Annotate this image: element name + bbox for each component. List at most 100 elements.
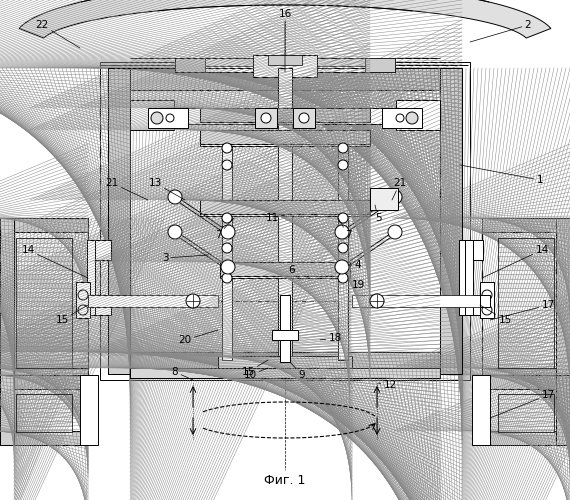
Text: 14: 14 <box>22 245 88 278</box>
Circle shape <box>396 114 404 122</box>
Circle shape <box>222 273 232 283</box>
Bar <box>16 394 72 432</box>
Bar <box>556 375 570 445</box>
Bar <box>175 58 395 72</box>
Circle shape <box>338 273 348 283</box>
Circle shape <box>388 190 402 204</box>
Bar <box>200 108 370 122</box>
Bar <box>472 375 490 445</box>
Text: 18: 18 <box>320 333 341 343</box>
Bar <box>200 130 370 144</box>
Text: 15: 15 <box>480 305 512 325</box>
Bar <box>0 375 88 445</box>
Bar <box>498 421 554 426</box>
Text: 13: 13 <box>148 178 185 200</box>
Bar <box>0 375 14 445</box>
Bar <box>76 282 90 318</box>
Bar <box>255 108 277 128</box>
Bar <box>87 240 95 315</box>
Circle shape <box>335 225 349 239</box>
Circle shape <box>222 243 232 253</box>
Bar <box>498 394 554 432</box>
Bar <box>338 130 348 360</box>
Circle shape <box>221 260 235 274</box>
Bar <box>0 375 88 389</box>
Bar <box>253 55 317 77</box>
Bar <box>16 301 72 306</box>
Circle shape <box>168 190 182 204</box>
Circle shape <box>78 305 88 315</box>
Bar <box>148 108 188 128</box>
Circle shape <box>338 143 348 153</box>
Text: 8: 8 <box>172 367 193 380</box>
Bar <box>16 403 72 408</box>
Text: 7: 7 <box>338 218 351 240</box>
Bar <box>200 200 370 216</box>
Circle shape <box>261 113 271 123</box>
Text: 14: 14 <box>482 245 548 278</box>
Bar <box>16 394 72 399</box>
Bar <box>0 368 88 382</box>
Text: 17: 17 <box>490 390 555 418</box>
Text: 1: 1 <box>460 165 543 185</box>
Bar <box>0 218 14 382</box>
Bar <box>88 295 130 307</box>
Text: 2: 2 <box>470 20 531 42</box>
Circle shape <box>335 260 349 274</box>
Bar <box>16 421 72 426</box>
Circle shape <box>388 225 402 239</box>
Text: 21: 21 <box>392 178 406 200</box>
Bar <box>498 274 554 279</box>
Bar <box>498 337 554 342</box>
Bar <box>498 319 554 324</box>
Bar <box>16 319 72 324</box>
Bar <box>440 68 462 374</box>
Bar <box>498 430 554 435</box>
Circle shape <box>338 213 348 223</box>
Bar <box>218 356 352 370</box>
Bar <box>498 412 554 417</box>
Text: 12: 12 <box>378 380 397 390</box>
Bar <box>16 247 72 252</box>
Circle shape <box>166 114 174 122</box>
Bar <box>108 68 462 90</box>
Bar <box>16 283 72 288</box>
Circle shape <box>222 143 232 153</box>
Text: 6: 6 <box>288 265 295 275</box>
Text: 21: 21 <box>105 178 148 200</box>
Bar <box>482 375 570 389</box>
Circle shape <box>186 294 200 308</box>
Bar <box>396 100 440 130</box>
Bar <box>200 200 370 214</box>
Circle shape <box>338 243 348 253</box>
Bar <box>218 356 352 370</box>
Bar <box>482 431 570 445</box>
Bar <box>268 55 302 65</box>
Bar <box>498 247 554 252</box>
Bar <box>498 301 554 306</box>
Bar <box>16 310 72 315</box>
Polygon shape <box>19 0 551 38</box>
Bar <box>108 68 130 374</box>
Bar <box>498 403 554 408</box>
Circle shape <box>338 160 348 170</box>
Bar <box>293 108 315 128</box>
Bar <box>498 355 554 360</box>
Bar <box>200 130 370 146</box>
Circle shape <box>482 305 492 315</box>
Bar <box>100 62 470 380</box>
Text: 17: 17 <box>490 300 555 320</box>
Text: 15: 15 <box>241 360 268 377</box>
Bar <box>482 368 570 382</box>
Bar <box>130 368 440 378</box>
Bar <box>108 352 462 374</box>
Circle shape <box>406 112 418 124</box>
Bar <box>459 240 467 315</box>
Bar <box>16 355 72 360</box>
Text: 19: 19 <box>348 280 365 290</box>
Bar <box>382 108 422 128</box>
Bar <box>370 188 398 210</box>
Circle shape <box>299 113 309 123</box>
Bar <box>16 328 72 333</box>
Bar <box>498 328 554 333</box>
